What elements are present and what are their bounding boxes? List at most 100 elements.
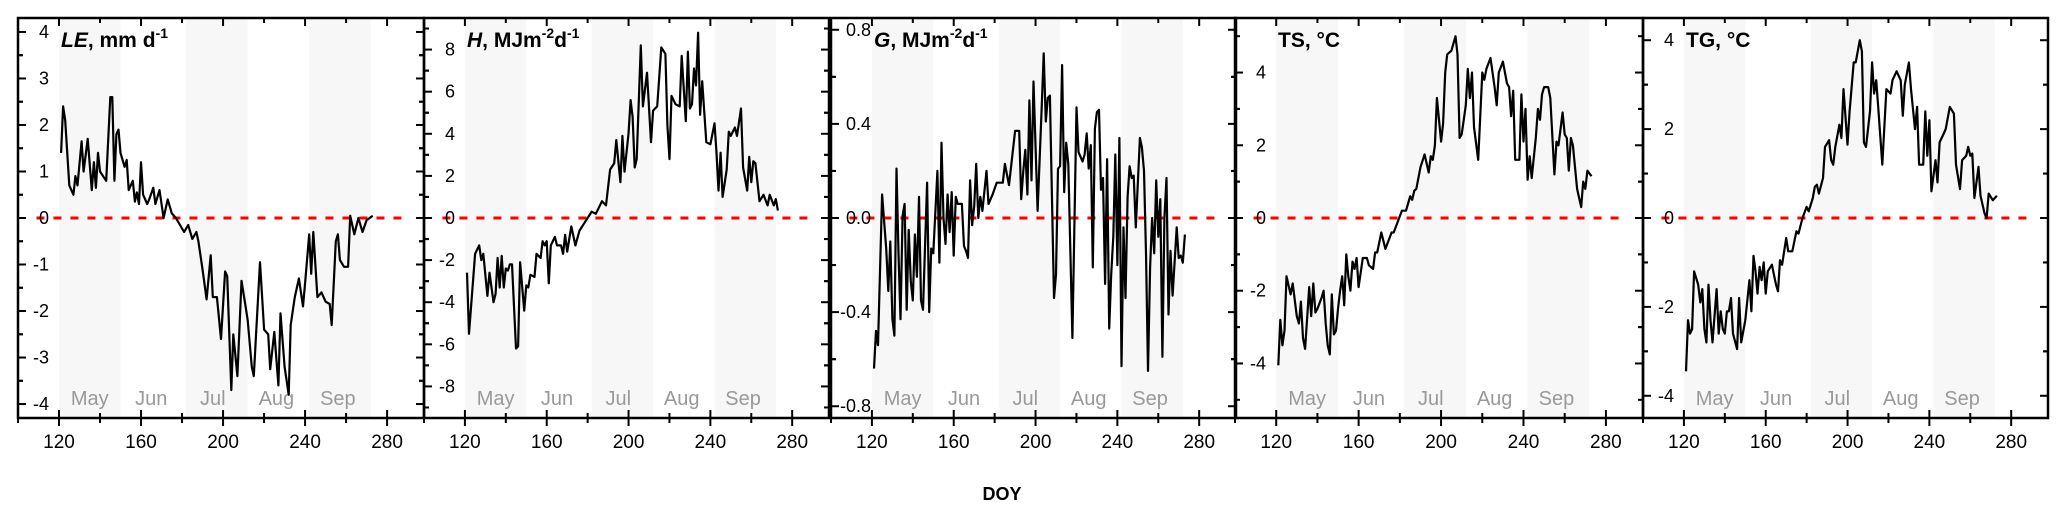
x-tick-label: 240 bbox=[1914, 432, 1946, 453]
title-superscript: -1 bbox=[567, 25, 580, 41]
panel-title: TG, °C bbox=[1686, 29, 1750, 52]
panel-3: May Jun Jul Aug Sep 120 160 200 240 280 0.8 0.4 0.0 -… bbox=[829, 16, 1238, 453]
x-tick-label: 120 bbox=[1260, 432, 1292, 453]
plot-frame bbox=[422, 16, 831, 420]
y-tick-label: -4 bbox=[33, 394, 49, 414]
title-segment: TG, °C bbox=[1686, 29, 1750, 52]
x-tick-label: 240 bbox=[289, 432, 321, 453]
month-label: Aug bbox=[1883, 388, 1919, 410]
panel-title: H, MJm-2d-1 bbox=[467, 25, 580, 52]
x-tick-label: 280 bbox=[776, 432, 808, 453]
y-tick-label: 1 bbox=[39, 161, 49, 181]
x-tick-label: 200 bbox=[1020, 432, 1052, 453]
x-tick-label: 280 bbox=[371, 432, 403, 453]
x-tick-label: 240 bbox=[1102, 432, 1134, 453]
x-tick-label: 240 bbox=[1508, 432, 1540, 453]
month-label: May bbox=[71, 388, 109, 410]
title-segment: d bbox=[962, 29, 975, 52]
plot-frame bbox=[1641, 16, 2050, 420]
data-series-line bbox=[872, 52, 1186, 372]
month-label: Jun bbox=[541, 388, 573, 410]
x-axis-label: DOY bbox=[982, 484, 1021, 504]
y-tick-label: 0.0 bbox=[846, 208, 871, 228]
month-label: Sep bbox=[725, 388, 761, 410]
y-tick-label: -8 bbox=[439, 376, 455, 396]
y-tick-label: -3 bbox=[33, 348, 49, 368]
panel-title: G, MJm-2d-1 bbox=[874, 25, 988, 52]
title-segment: , MJm bbox=[482, 29, 542, 52]
month-label: May bbox=[884, 388, 922, 410]
panel-1: May Jun Jul Aug Sep 120 160 200 240 280 4 3 2 1 0 -1 -2 -… bbox=[16, 16, 426, 453]
y-tick-label: -2 bbox=[33, 301, 49, 321]
month-label: Jun bbox=[1353, 388, 1385, 410]
title-segment: d bbox=[554, 29, 567, 52]
month-label: Jul bbox=[200, 388, 226, 410]
title-superscript: -2 bbox=[950, 25, 963, 41]
title-segment: TS, °C bbox=[1278, 29, 1340, 52]
y-tick-label: -2 bbox=[439, 250, 455, 270]
y-tick-label: 6 bbox=[445, 82, 455, 102]
title-superscript: -1 bbox=[975, 25, 988, 41]
y-tick-label: -0.4 bbox=[840, 302, 871, 322]
data-series-line bbox=[1684, 39, 1998, 372]
y-tick-label: 2 bbox=[445, 166, 455, 186]
x-tick-label: 200 bbox=[207, 432, 239, 453]
month-label: Sep bbox=[1539, 388, 1575, 410]
x-tick-label: 120 bbox=[449, 432, 481, 453]
y-tick-label: 4 bbox=[1256, 63, 1266, 83]
month-label: Aug bbox=[259, 388, 295, 410]
x-tick-label: 160 bbox=[1343, 432, 1375, 453]
month-label: Aug bbox=[1477, 388, 1513, 410]
month-label: Jun bbox=[948, 388, 980, 410]
y-tick-label: -1 bbox=[33, 255, 49, 275]
y-tick-label: 0.4 bbox=[846, 114, 871, 134]
title-segment: LE bbox=[61, 29, 89, 52]
y-tick-label: 2 bbox=[39, 115, 49, 135]
data-series-line bbox=[60, 96, 374, 396]
month-label: May bbox=[1288, 388, 1326, 410]
y-tick-label: -4 bbox=[1658, 386, 1674, 406]
month-label: Jul bbox=[1418, 388, 1444, 410]
y-tick-label: 4 bbox=[1664, 30, 1674, 50]
month-label: Aug bbox=[664, 388, 700, 410]
title-superscript: -2 bbox=[542, 25, 555, 41]
y-tick-label: -4 bbox=[439, 292, 455, 312]
x-tick-label: 200 bbox=[1832, 432, 1864, 453]
y-tick-label: 0.8 bbox=[846, 20, 871, 40]
x-tick-label: 120 bbox=[1668, 432, 1700, 453]
title-segment: G bbox=[874, 29, 890, 52]
x-tick-label: 120 bbox=[43, 432, 75, 453]
title-segment: , MJm bbox=[890, 29, 950, 52]
y-tick-label: -6 bbox=[439, 334, 455, 354]
data-series-line bbox=[465, 31, 779, 350]
y-tick-label: 0 bbox=[1664, 208, 1674, 228]
x-tick-label: 280 bbox=[1183, 432, 1215, 453]
y-tick-label: 2 bbox=[1256, 135, 1266, 155]
x-tick-label: 160 bbox=[1750, 432, 1782, 453]
y-tick-label: 4 bbox=[39, 22, 49, 42]
y-tick-label: -2 bbox=[1250, 281, 1266, 301]
month-label: Jul bbox=[606, 388, 632, 410]
y-tick-label: -0.8 bbox=[840, 396, 871, 416]
month-label: Jun bbox=[135, 388, 167, 410]
title-superscript: -1 bbox=[156, 25, 169, 41]
y-tick-label: 0 bbox=[1256, 208, 1266, 228]
data-series-line bbox=[1277, 35, 1593, 366]
y-tick-label: 0 bbox=[39, 208, 49, 228]
y-tick-label: 8 bbox=[445, 40, 455, 60]
x-tick-label: 200 bbox=[1425, 432, 1457, 453]
panel-title: TS, °C bbox=[1278, 29, 1340, 52]
month-label: May bbox=[477, 388, 515, 410]
x-tick-label: 160 bbox=[531, 432, 563, 453]
panel-title: LE, mm d-1 bbox=[61, 25, 168, 52]
y-tick-label: -2 bbox=[1658, 297, 1674, 317]
x-tick-label: 160 bbox=[125, 432, 157, 453]
x-tick-label: 280 bbox=[1995, 432, 2027, 453]
y-tick-label: 0 bbox=[445, 208, 455, 228]
x-tick-label: 200 bbox=[613, 432, 645, 453]
month-label: Jun bbox=[1760, 388, 1792, 410]
title-segment: H bbox=[467, 29, 483, 52]
y-tick-label: -4 bbox=[1250, 353, 1266, 373]
x-tick-label: 280 bbox=[1590, 432, 1622, 453]
x-tick-label: 120 bbox=[856, 432, 888, 453]
